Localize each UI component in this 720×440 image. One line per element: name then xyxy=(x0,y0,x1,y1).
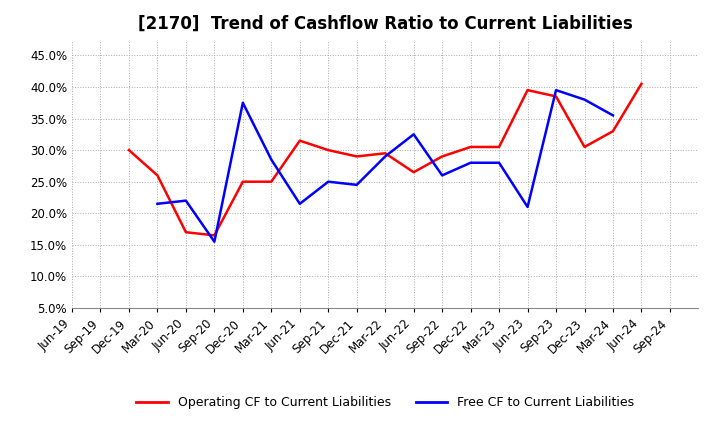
Free CF to Current Liabilities xyxy=(267,157,276,162)
Free CF to Current Liabilities xyxy=(580,97,589,102)
Operating CF to Current Liabilities xyxy=(580,144,589,150)
Operating CF to Current Liabilities xyxy=(324,147,333,153)
Free CF to Current Liabilities xyxy=(410,132,418,137)
Free CF to Current Liabilities xyxy=(552,88,560,93)
Operating CF to Current Liabilities xyxy=(267,179,276,184)
Operating CF to Current Liabilities xyxy=(352,154,361,159)
Free CF to Current Liabilities xyxy=(238,100,247,106)
Operating CF to Current Liabilities xyxy=(523,88,532,93)
Operating CF to Current Liabilities xyxy=(238,179,247,184)
Free CF to Current Liabilities xyxy=(381,154,390,159)
Operating CF to Current Liabilities xyxy=(295,138,304,143)
Free CF to Current Liabilities xyxy=(467,160,475,165)
Operating CF to Current Liabilities xyxy=(467,144,475,150)
Operating CF to Current Liabilities xyxy=(410,169,418,175)
Free CF to Current Liabilities xyxy=(181,198,190,203)
Operating CF to Current Liabilities xyxy=(153,173,162,178)
Operating CF to Current Liabilities xyxy=(125,147,133,153)
Operating CF to Current Liabilities xyxy=(438,154,446,159)
Line: Operating CF to Current Liabilities: Operating CF to Current Liabilities xyxy=(129,84,642,235)
Title: [2170]  Trend of Cashflow Ratio to Current Liabilities: [2170] Trend of Cashflow Ratio to Curren… xyxy=(138,15,633,33)
Free CF to Current Liabilities xyxy=(352,182,361,187)
Line: Free CF to Current Liabilities: Free CF to Current Liabilities xyxy=(101,49,670,298)
Operating CF to Current Liabilities xyxy=(608,128,617,134)
Free CF to Current Liabilities xyxy=(523,204,532,209)
Free CF to Current Liabilities xyxy=(295,201,304,206)
Free CF to Current Liabilities xyxy=(210,239,219,244)
Operating CF to Current Liabilities xyxy=(637,81,646,86)
Free CF to Current Liabilities xyxy=(96,296,105,301)
Legend: Operating CF to Current Liabilities, Free CF to Current Liabilities: Operating CF to Current Liabilities, Fre… xyxy=(131,392,639,414)
Free CF to Current Liabilities xyxy=(153,201,162,206)
Operating CF to Current Liabilities xyxy=(495,144,503,150)
Operating CF to Current Liabilities xyxy=(381,150,390,156)
Free CF to Current Liabilities xyxy=(324,179,333,184)
Operating CF to Current Liabilities xyxy=(181,230,190,235)
Free CF to Current Liabilities xyxy=(438,173,446,178)
Operating CF to Current Liabilities xyxy=(210,233,219,238)
Free CF to Current Liabilities xyxy=(608,113,617,118)
Free CF to Current Liabilities xyxy=(495,160,503,165)
Free CF to Current Liabilities xyxy=(665,47,674,52)
Operating CF to Current Liabilities xyxy=(552,94,560,99)
